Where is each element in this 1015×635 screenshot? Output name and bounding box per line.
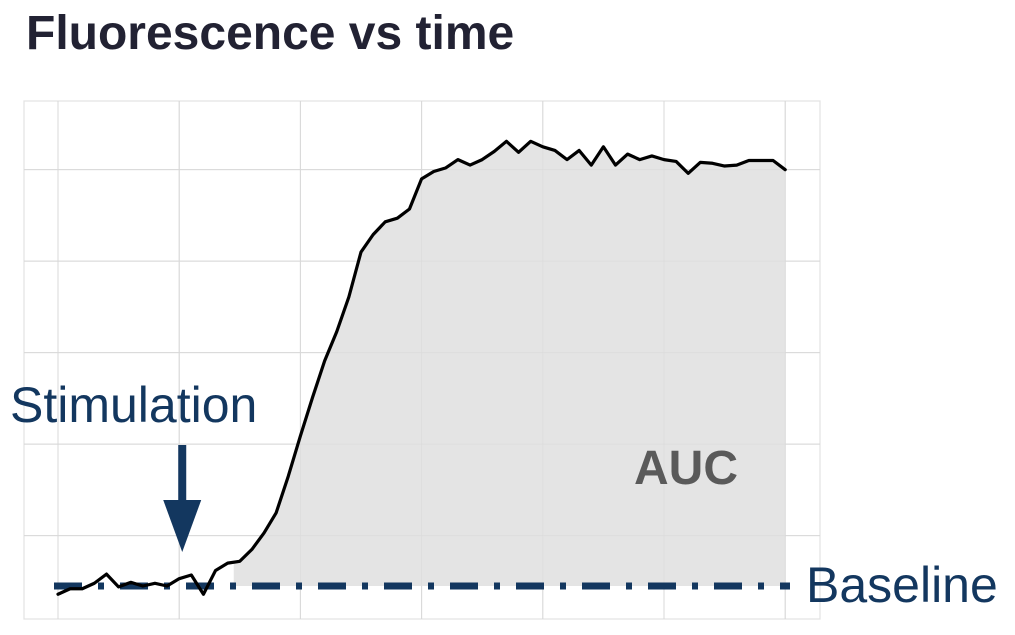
series-line bbox=[56, 139, 787, 596]
stimulation-label: Stimulation bbox=[10, 377, 257, 433]
stimulation-arrow bbox=[163, 445, 202, 552]
auc-label: AUC bbox=[634, 442, 738, 495]
auc-area bbox=[233, 141, 786, 586]
stimulation-arrow-shaft bbox=[178, 445, 187, 503]
chart-title: Fluorescence vs time bbox=[26, 7, 515, 60]
stimulation-arrow-head bbox=[163, 500, 202, 552]
baseline-label: Baseline bbox=[806, 557, 998, 613]
